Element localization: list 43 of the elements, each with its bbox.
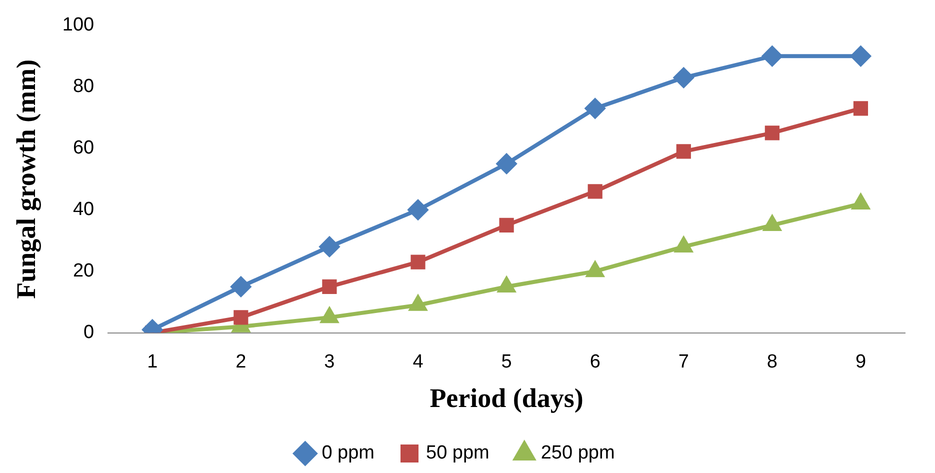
point <box>230 276 251 297</box>
x-tick-label: 6 <box>590 351 600 372</box>
point <box>234 310 248 325</box>
point <box>676 144 691 159</box>
x-axis-title: Period (days) <box>430 382 584 413</box>
point <box>764 126 780 140</box>
point <box>319 236 340 257</box>
y-tick-label: 0 <box>84 322 94 344</box>
legend-label: 250 ppm <box>540 442 615 464</box>
point <box>586 262 604 278</box>
point <box>675 237 692 252</box>
legend-label: 50 ppm <box>426 442 490 464</box>
x-tick-label: 8 <box>766 351 778 372</box>
point <box>320 308 338 324</box>
point <box>410 254 426 270</box>
y-tick-label: 80 <box>72 76 94 98</box>
point <box>853 101 868 116</box>
x-tick-label: 9 <box>855 351 866 372</box>
point <box>850 46 871 66</box>
point <box>496 154 517 174</box>
point <box>585 98 606 118</box>
y-tick-label: 20 <box>72 260 94 282</box>
point <box>408 200 428 220</box>
y-tick-label: 40 <box>72 199 94 220</box>
point <box>410 296 426 311</box>
x-tick-label: 2 <box>236 351 246 372</box>
point <box>588 184 602 199</box>
point <box>852 194 870 210</box>
x-tick-label: 3 <box>324 351 335 372</box>
legend-label: 0 ppm <box>322 442 374 464</box>
point <box>498 277 516 292</box>
point <box>764 216 781 231</box>
x-tick-label: 7 <box>678 351 689 372</box>
x-tick-label: 1 <box>147 351 158 372</box>
y-tick-label: 100 <box>62 14 94 36</box>
point <box>674 68 694 88</box>
x-tick-label: 5 <box>501 351 512 372</box>
x-tick-label: 4 <box>412 351 424 372</box>
y-axis-title: Fungal growth (mm) <box>11 59 42 299</box>
point <box>499 218 514 233</box>
point <box>322 279 337 294</box>
point <box>762 46 782 66</box>
y-tick-label: 60 <box>72 138 94 159</box>
